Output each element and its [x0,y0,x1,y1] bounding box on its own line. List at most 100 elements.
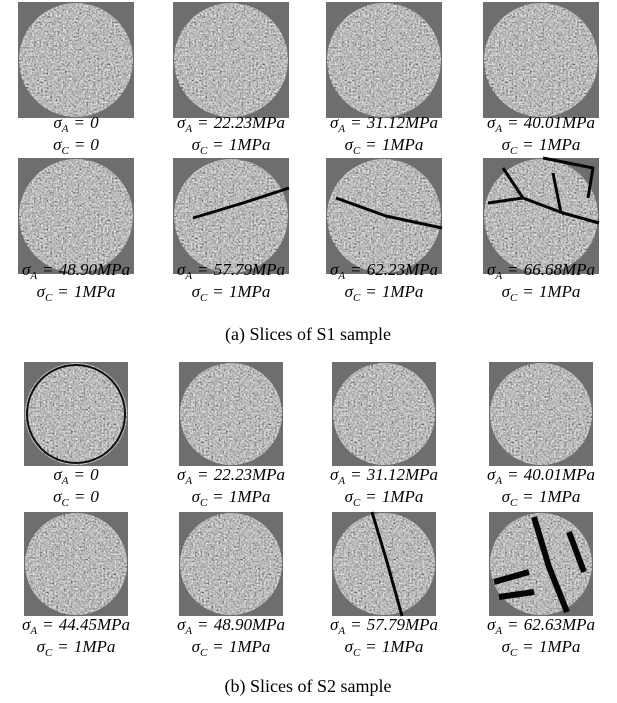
equals-sign: = [43,615,53,634]
stress-value: 1MPa [382,282,424,301]
stress-value: 1MPa [382,637,424,656]
equals-sign: = [523,135,533,154]
stress-value: 0 [90,487,99,506]
ct-slice [173,158,289,274]
stress-label: σC=1MPa [192,135,271,157]
stress-label: σA=44.45MPa [22,615,130,637]
sample-section [25,513,127,615]
ct-slice [179,512,283,616]
sample-section [484,3,598,117]
stress-label: σC=0 [53,487,99,509]
subscript: A [184,270,192,282]
subscript: C [200,292,208,304]
subscript: C [45,292,53,304]
subscript: A [61,475,69,487]
subscript: C [510,497,518,509]
stress-value: 62.63MPa [524,615,595,634]
ct-slice [332,362,436,466]
subscript: C [353,292,361,304]
subscript: A [29,625,37,637]
equals-sign: = [198,113,208,132]
figure: σA=0σC=0σA=22.23MPaσC=1MPaσA=31.12MPaσC=… [0,0,617,703]
sample-section [174,159,288,273]
ct-slice [326,2,442,118]
equals-sign: = [198,260,208,279]
sample-section [333,363,435,465]
equals-sign: = [75,487,85,506]
equals-sign: = [198,465,208,484]
ct-slice [489,362,593,466]
stress-label: σC=1MPa [37,282,116,304]
equals-sign: = [366,487,376,506]
stress-label: σA=0 [53,113,99,135]
stress-value: 31.12MPa [366,113,438,132]
subscript: C [510,292,518,304]
subscript: C [200,145,208,157]
subscript: A [494,475,502,487]
stress-label: σC=0 [53,135,99,157]
equals-sign: = [523,487,533,506]
equals-sign: = [75,135,85,154]
stress-value: 1MPa [539,637,581,656]
stress-label: σA=22.23MPa [177,465,285,487]
subscript: A [337,625,345,637]
panel-caption: (a) Slices of S1 sample [225,324,391,345]
stress-value: 1MPa [74,637,116,656]
subscript: A [29,270,37,282]
ct-slice [326,158,442,274]
equals-sign: = [58,637,68,656]
subscript: C [510,647,518,659]
subscript: A [337,475,345,487]
stress-value: 1MPa [229,637,271,656]
stress-value: 40.01MPa [524,465,595,484]
equals-sign: = [508,465,518,484]
equals-sign: = [213,487,223,506]
ct-slice [483,2,599,118]
subscript: C [353,145,361,157]
subscript: C [61,145,69,157]
subscript: A [494,625,502,637]
stress-value: 22.23MPa [214,465,285,484]
sample-section [174,3,288,117]
sample-section [490,363,592,465]
stress-label: σC=1MPa [502,487,581,509]
stress-value: 48.90MPa [214,615,285,634]
equals-sign: = [351,465,361,484]
stress-value: 1MPa [229,487,271,506]
ct-slice [18,2,134,118]
sample-section [484,159,598,273]
ct-slice [24,512,128,616]
equals-sign: = [523,637,533,656]
ct-slice [18,158,134,274]
stress-label: σA=40.01MPa [487,465,595,487]
equals-sign: = [523,282,533,301]
equals-sign: = [198,615,208,634]
stress-value: 62.23MPa [367,260,438,279]
stress-value: 1MPa [74,282,116,301]
stress-value: 1MPa [382,487,424,506]
stress-label: σC=1MPa [345,135,424,157]
subscript: A [337,270,345,282]
stress-label: σC=1MPa [502,135,581,157]
sample-section [327,3,441,117]
stress-value: 31.12MPa [366,465,438,484]
stress-value: 1MPa [539,282,581,301]
ct-slice [173,2,289,118]
subscript: C [200,497,208,509]
equals-sign: = [75,465,85,484]
sample-section [333,513,435,615]
subscript: C [45,647,53,659]
subscript: A [184,475,192,487]
stress-label: σC=1MPa [192,487,271,509]
subscript: C [61,497,69,509]
subscript: A [494,123,502,135]
equals-sign: = [366,135,376,154]
stress-value: 0 [90,135,99,154]
sample-section [25,363,127,465]
stress-label: σA=57.79MPa [330,615,438,637]
equals-sign: = [508,113,518,132]
stress-label: σA=0 [53,465,99,487]
equals-sign: = [213,637,223,656]
stress-value: 1MPa [539,135,581,154]
stress-value: 57.79MPa [214,260,285,279]
